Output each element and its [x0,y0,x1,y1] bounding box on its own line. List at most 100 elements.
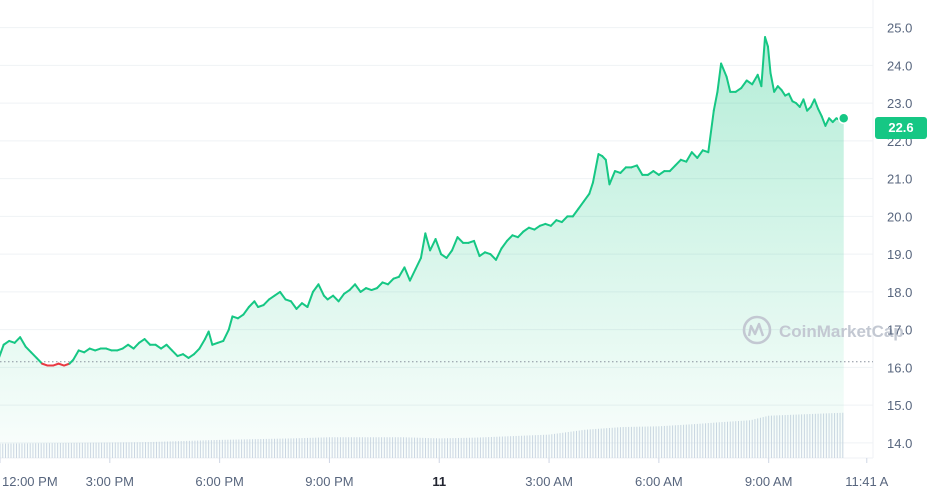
price-line-segment [290,300,298,310]
price-line-segment [696,149,704,159]
y-tick-label: 18.0 [887,285,912,300]
price-line-segment [268,294,276,301]
price-line-segment [802,98,809,112]
price-line-segment [165,343,174,352]
price-line-segment [198,338,206,350]
price-line-segment [760,36,767,88]
y-tick-label: 20.0 [887,209,912,224]
price-line-segment [348,283,357,292]
price-line-segment [242,306,250,316]
price-line-segment [434,238,443,256]
x-tick-label: 6:00 PM [195,474,243,489]
price-line-segment [494,247,503,261]
price-line-segment [354,283,362,293]
price-line-segment [236,313,245,320]
price-line-segment [403,266,411,282]
y-tick-label: 23.0 [887,96,912,111]
price-line-segment [182,353,190,359]
price-line-segment [533,224,541,231]
price-line-segment [279,290,287,301]
price-line-segment [769,71,776,93]
price-line-segment [154,343,163,350]
price-line-segment [13,336,22,344]
x-tick-label: 11 [432,474,446,489]
price-line-segment [451,236,459,252]
price-line-segment [707,109,715,154]
x-tick-label: 12:00 PM [2,474,58,489]
price-line-segment [273,290,282,297]
y-tick-label: 21.0 [887,172,912,187]
price-line-segment [207,330,214,346]
price-line-segment [522,226,530,233]
price-line-segment [720,62,728,78]
watermark-label: CoinMarketCap [779,322,904,341]
price-line-segment [668,164,677,173]
price-line-segment [734,87,743,93]
price-line-segment [690,151,699,159]
price-line-segment [359,287,368,293]
y-axis: 25.024.023.022.021.020.019.018.017.016.0… [887,21,912,451]
y-tick-label: 15.0 [887,398,912,413]
price-line-segment [725,75,732,93]
price-line-segment [824,117,831,127]
y-tick-label: 25.0 [887,21,912,36]
x-tick-label: 9:00 PM [305,474,353,489]
price-line-segment [247,300,256,308]
price-line-segment [262,298,271,307]
x-tick-label: 11:41 A [845,474,888,489]
price-line-segment [813,98,820,110]
price-line-segment [24,345,33,354]
x-tick-label: 3:00 PM [86,474,134,489]
price-line-segment [505,234,514,242]
x-tick-label: 9:00 AM [745,474,793,489]
price-line-segment [343,289,351,295]
price-line-segment [489,253,497,261]
x-tick-label: 6:00 AM [635,474,683,489]
x-tick-label: 3:00 AM [525,474,573,489]
price-line-segment [619,166,627,174]
price-line-segment [740,79,748,90]
price-line-segment [773,85,779,93]
price-line-segment [817,107,823,118]
line-layer [0,36,845,367]
y-tick-label: 17.0 [887,323,912,338]
area-layer [0,37,844,458]
price-line-segment [674,158,682,167]
last-price-marker [837,112,850,124]
price-line-segment [326,294,335,301]
price-line-segment [685,151,693,163]
price-line-segment [171,349,179,358]
price-line-segment [478,251,486,258]
price-line-segment [337,292,346,303]
price-line-segment [516,230,525,239]
price-line-segment [646,170,655,176]
coinmarketcap-logo-icon [742,315,772,345]
price-line-segment [300,302,309,308]
price-line-segment [456,236,465,244]
price-line-segment [588,181,594,195]
price-tag-background [875,117,927,139]
price-line-segment [419,232,427,259]
price-line-segment [809,98,816,108]
price-line-segment [30,351,38,359]
price-line-segment [83,347,91,354]
price-line-segment [635,164,644,176]
price-line-segment [473,239,481,258]
price-line-segment [820,115,827,127]
price-line-segment [414,256,422,271]
price-line-segment [751,73,759,86]
price-line-segment [604,158,611,186]
price-line-segment [787,92,794,103]
price-line-segment [716,62,723,93]
last-price-dot [837,112,850,124]
price-line-segment [187,353,195,359]
price-line-segment [560,215,569,224]
price-line-segment [317,283,325,297]
price-line-segment [35,356,44,365]
price-line-segment [608,170,616,186]
price-line-segment [549,219,558,227]
y-tick-label: 14.0 [887,436,912,451]
price-line-segment [500,239,508,250]
